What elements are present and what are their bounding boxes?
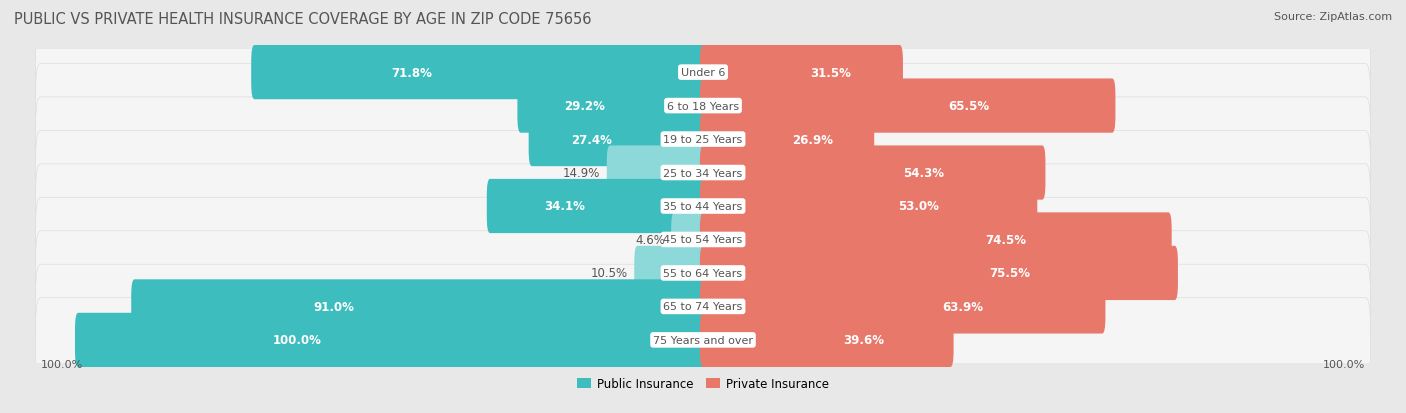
- FancyBboxPatch shape: [700, 79, 1115, 133]
- FancyBboxPatch shape: [700, 246, 1178, 300]
- FancyBboxPatch shape: [35, 231, 1371, 316]
- FancyBboxPatch shape: [700, 313, 953, 367]
- FancyBboxPatch shape: [700, 46, 903, 100]
- Text: 10.5%: 10.5%: [591, 267, 628, 280]
- FancyBboxPatch shape: [35, 97, 1371, 182]
- Text: 25 to 34 Years: 25 to 34 Years: [664, 168, 742, 178]
- FancyBboxPatch shape: [700, 113, 875, 167]
- Text: 74.5%: 74.5%: [986, 233, 1026, 247]
- Text: 53.0%: 53.0%: [898, 200, 939, 213]
- FancyBboxPatch shape: [131, 280, 706, 334]
- FancyBboxPatch shape: [607, 146, 706, 200]
- FancyBboxPatch shape: [35, 164, 1371, 249]
- Text: 27.4%: 27.4%: [571, 133, 612, 146]
- Text: 6 to 18 Years: 6 to 18 Years: [666, 101, 740, 112]
- Text: 19 to 25 Years: 19 to 25 Years: [664, 135, 742, 145]
- Text: 55 to 64 Years: 55 to 64 Years: [664, 268, 742, 278]
- Text: 75 Years and over: 75 Years and over: [652, 335, 754, 345]
- Text: Under 6: Under 6: [681, 68, 725, 78]
- FancyBboxPatch shape: [517, 79, 706, 133]
- Text: 31.5%: 31.5%: [810, 66, 852, 79]
- FancyBboxPatch shape: [671, 213, 706, 267]
- FancyBboxPatch shape: [35, 131, 1371, 215]
- Legend: Public Insurance, Private Insurance: Public Insurance, Private Insurance: [572, 373, 834, 395]
- Text: 100.0%: 100.0%: [41, 359, 83, 369]
- Text: 65.5%: 65.5%: [949, 100, 990, 113]
- Text: 45 to 54 Years: 45 to 54 Years: [664, 235, 742, 245]
- Text: 100.0%: 100.0%: [273, 334, 321, 347]
- Text: 71.8%: 71.8%: [391, 66, 432, 79]
- Text: 100.0%: 100.0%: [1323, 359, 1365, 369]
- Text: 4.6%: 4.6%: [636, 233, 665, 247]
- FancyBboxPatch shape: [486, 180, 706, 233]
- FancyBboxPatch shape: [700, 180, 1038, 233]
- FancyBboxPatch shape: [634, 246, 706, 300]
- Text: 35 to 44 Years: 35 to 44 Years: [664, 202, 742, 211]
- Text: 34.1%: 34.1%: [544, 200, 585, 213]
- Text: 75.5%: 75.5%: [990, 267, 1031, 280]
- FancyBboxPatch shape: [35, 64, 1371, 148]
- FancyBboxPatch shape: [700, 146, 1046, 200]
- Text: 26.9%: 26.9%: [792, 133, 832, 146]
- Text: 63.9%: 63.9%: [942, 300, 983, 313]
- FancyBboxPatch shape: [700, 213, 1171, 267]
- FancyBboxPatch shape: [35, 265, 1371, 349]
- Text: PUBLIC VS PRIVATE HEALTH INSURANCE COVERAGE BY AGE IN ZIP CODE 75656: PUBLIC VS PRIVATE HEALTH INSURANCE COVER…: [14, 12, 592, 27]
- Text: 14.9%: 14.9%: [564, 166, 600, 180]
- Text: 54.3%: 54.3%: [903, 166, 943, 180]
- FancyBboxPatch shape: [75, 313, 706, 367]
- FancyBboxPatch shape: [252, 46, 706, 100]
- FancyBboxPatch shape: [35, 31, 1371, 115]
- Text: 29.2%: 29.2%: [564, 100, 605, 113]
- FancyBboxPatch shape: [35, 198, 1371, 282]
- FancyBboxPatch shape: [35, 298, 1371, 382]
- Text: 65 to 74 Years: 65 to 74 Years: [664, 301, 742, 312]
- FancyBboxPatch shape: [700, 280, 1105, 334]
- Text: 91.0%: 91.0%: [314, 300, 354, 313]
- FancyBboxPatch shape: [529, 113, 706, 167]
- Text: 39.6%: 39.6%: [844, 334, 884, 347]
- Text: Source: ZipAtlas.com: Source: ZipAtlas.com: [1274, 12, 1392, 22]
